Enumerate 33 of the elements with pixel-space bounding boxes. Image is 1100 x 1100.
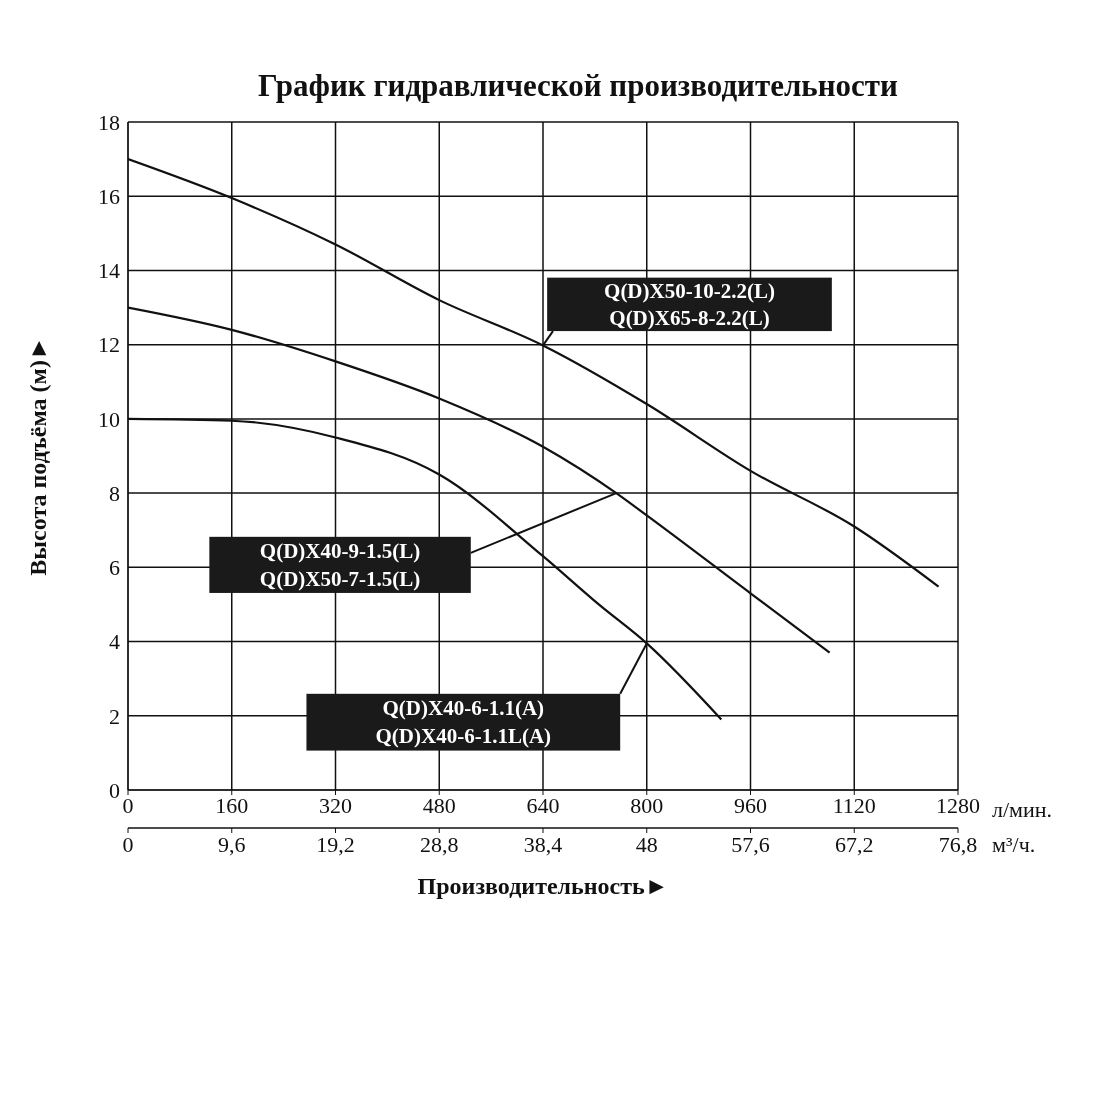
x2-tick-label: 76,8 bbox=[938, 832, 978, 857]
x2-tick-label: 48 bbox=[635, 832, 658, 857]
chart-title: График гидравлической производительности bbox=[257, 67, 899, 105]
y-tick-label: 16 bbox=[98, 184, 120, 210]
x2-tick-label: 9,6 bbox=[218, 832, 246, 857]
y-tick-label: 6 bbox=[109, 555, 120, 581]
x-tick-label: 960 bbox=[734, 792, 767, 818]
x2-tick-label: 38,4 bbox=[523, 832, 563, 857]
text: Q(D)X40-9-1.5(L) Q(D)X50-7-1.5(L) bbox=[259, 538, 421, 591]
x-tick-label: 640 bbox=[526, 792, 560, 818]
x-tick-label: 480 bbox=[422, 792, 456, 818]
x-axis-title: Производительность► bbox=[417, 873, 669, 899]
x-tick-label: 800 bbox=[630, 792, 664, 818]
text: Q(D)X50-10-2.2(L) Q(D)X65-8-2.2(L) bbox=[604, 279, 775, 330]
x-tick-label: 160 bbox=[215, 792, 249, 818]
y-tick-label: 12 bbox=[98, 332, 120, 358]
y-tick-label: 8 bbox=[109, 480, 120, 506]
text: м³/ч. bbox=[992, 832, 1036, 857]
text: Q(D)X40-6-1.1(A) Q(D)X40-6-1.1L(A) bbox=[375, 696, 552, 749]
y-tick-label: 18 bbox=[98, 109, 120, 135]
y-tick-label: 4 bbox=[109, 629, 120, 655]
x-tick-label: 320 bbox=[319, 792, 352, 818]
x-tick-label: 1280 bbox=[936, 792, 980, 818]
y-axis-title: Высота подъёма (м)► bbox=[25, 336, 51, 576]
x2-tick-label: 57,6 bbox=[731, 832, 770, 857]
y-tick-label: 14 bbox=[98, 258, 120, 284]
y-tick-label: 10 bbox=[98, 406, 120, 432]
x2-tick-label: 19,2 bbox=[316, 832, 355, 857]
x2-tick-label: 67,2 bbox=[835, 832, 874, 857]
x2-tick-label: 28,8 bbox=[420, 832, 459, 857]
x-tick-label: 1120 bbox=[832, 792, 876, 818]
text: л/мин. bbox=[992, 797, 1053, 822]
y-tick-label: 2 bbox=[109, 703, 120, 729]
